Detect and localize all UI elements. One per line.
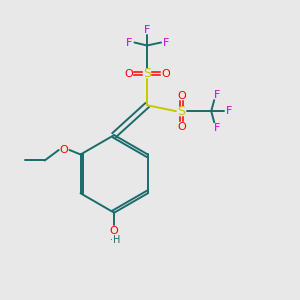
Text: O: O bbox=[161, 69, 170, 79]
Text: F: F bbox=[214, 90, 220, 100]
Text: O: O bbox=[177, 91, 186, 101]
Text: O: O bbox=[124, 69, 133, 79]
Text: F: F bbox=[126, 38, 132, 47]
Text: S: S bbox=[143, 68, 151, 80]
Text: ·H: ·H bbox=[110, 235, 121, 244]
Text: F: F bbox=[163, 38, 170, 47]
Text: F: F bbox=[144, 25, 150, 35]
Text: S: S bbox=[177, 105, 185, 118]
Text: O: O bbox=[177, 122, 186, 132]
Text: O: O bbox=[110, 226, 118, 236]
Text: F: F bbox=[226, 106, 232, 116]
Text: F: F bbox=[214, 123, 220, 133]
Text: O: O bbox=[60, 145, 68, 155]
